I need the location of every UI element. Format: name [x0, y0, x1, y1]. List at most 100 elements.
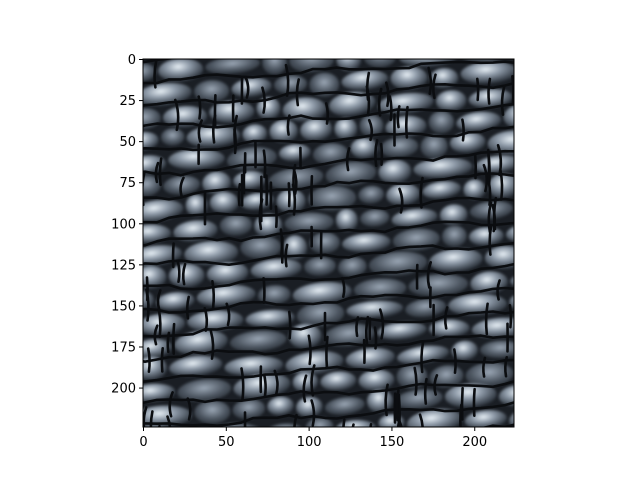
- crack-line: [423, 377, 428, 405]
- texture-cell: [250, 258, 302, 280]
- crack-line: [181, 262, 187, 286]
- texture-cell: [456, 18, 496, 42]
- crack-line: [461, 118, 465, 142]
- texture-cell: [206, 261, 249, 285]
- crack-line: [431, 73, 437, 100]
- plot-frame: [142, 58, 515, 428]
- texture-cell: [295, 396, 323, 418]
- crack-line: [395, 389, 400, 422]
- texture-cell: [456, 111, 502, 132]
- texture-cell: [378, 159, 412, 184]
- crack-line: [143, 81, 514, 107]
- texture-cell: [484, 245, 514, 270]
- crack-line: [171, 242, 175, 269]
- texture-cell: [269, 119, 299, 144]
- crack-line: [487, 181, 492, 207]
- crack-line: [284, 243, 289, 268]
- crack-line: [482, 356, 487, 378]
- texture-cell: [300, 118, 333, 142]
- texture-cell: [213, 28, 255, 56]
- texture-cell: [309, 72, 340, 98]
- texture-cell: [465, 362, 514, 388]
- crack-line: [156, 289, 162, 311]
- texture-cell: [341, 70, 389, 91]
- crack-line: [143, 262, 514, 291]
- crack-line: [486, 148, 491, 182]
- texture-cell: [344, 24, 402, 50]
- texture-cell: [160, 128, 185, 146]
- crack-line: [453, 348, 457, 374]
- texture-cell: [240, 235, 282, 260]
- crack-line: [472, 387, 476, 417]
- crack-line: [473, 153, 478, 180]
- crack-line: [500, 85, 506, 116]
- y-tick-label: 100: [111, 217, 136, 232]
- texture-cell: [468, 226, 504, 246]
- texture-cell: [402, 16, 456, 46]
- texture-cell: [296, 301, 345, 328]
- crack-line: [310, 364, 316, 397]
- crack-line: [488, 224, 493, 256]
- crack-line: [377, 87, 383, 117]
- texture-cell: [460, 61, 514, 84]
- crack-line: [384, 383, 389, 417]
- crack-line: [427, 66, 433, 95]
- crack-line: [367, 118, 374, 142]
- crack-line: [385, 81, 390, 108]
- crack-line: [143, 172, 514, 201]
- y-tick-label: 25: [119, 94, 136, 109]
- texture-cell: [143, 265, 167, 290]
- crack-line: [186, 397, 192, 421]
- y-tick-label: 75: [119, 176, 136, 191]
- texture-cell: [224, 356, 284, 377]
- crack-line: [153, 59, 158, 89]
- y-tick-label: 125: [111, 258, 136, 273]
- crack-line: [373, 326, 378, 350]
- texture-cell: [480, 340, 514, 359]
- crack-line: [158, 157, 163, 187]
- texture-cell: [358, 185, 385, 204]
- texture-cell: [408, 273, 469, 297]
- x-tick-label: 150: [380, 435, 405, 450]
- texture-cell: [428, 319, 470, 338]
- texture-cell: [136, 35, 179, 60]
- crack-line: [143, 241, 514, 266]
- texture-cell: [196, 284, 256, 307]
- crack-line: [418, 413, 424, 427]
- crack-line: [262, 373, 267, 398]
- crack-line: [398, 420, 403, 427]
- texture-cell: [518, 58, 572, 83]
- crack-line: [325, 335, 329, 369]
- crack-line: [398, 187, 404, 214]
- texture-cell: [503, 104, 514, 129]
- texture-cell: [184, 240, 239, 266]
- crack-line: [273, 369, 279, 396]
- y-tick-label: 0: [128, 53, 136, 68]
- texture-cell: [276, 189, 306, 214]
- crack-line: [172, 322, 176, 355]
- texture-cell: [413, 157, 473, 179]
- texture-cell: [439, 204, 468, 226]
- texture-cell: [143, 224, 172, 244]
- texture-cell: [469, 200, 513, 220]
- texture-cell: [522, 334, 557, 361]
- y-tick-label: 50: [119, 135, 136, 150]
- crack-line: [209, 329, 215, 360]
- y-tick-label: 150: [111, 299, 136, 314]
- x-tick-label: 0: [139, 435, 147, 450]
- texture-cell: [143, 82, 192, 107]
- texture-cell: [312, 142, 349, 165]
- crack-line: [496, 279, 501, 301]
- texture-cell: [514, 357, 568, 384]
- texture-cell: [284, 212, 334, 233]
- texture-cell: [521, 174, 564, 195]
- crack-line: [274, 205, 278, 229]
- crack-line: [143, 59, 178, 64]
- texture-cell: [245, 309, 295, 328]
- crack-line: [302, 374, 308, 403]
- crack-line: [396, 105, 401, 129]
- y-axis: 0 25 50 75 100 125 150 175 200: [111, 53, 143, 397]
- texture-cell: [169, 355, 223, 377]
- y-tick-label: 175: [111, 341, 136, 356]
